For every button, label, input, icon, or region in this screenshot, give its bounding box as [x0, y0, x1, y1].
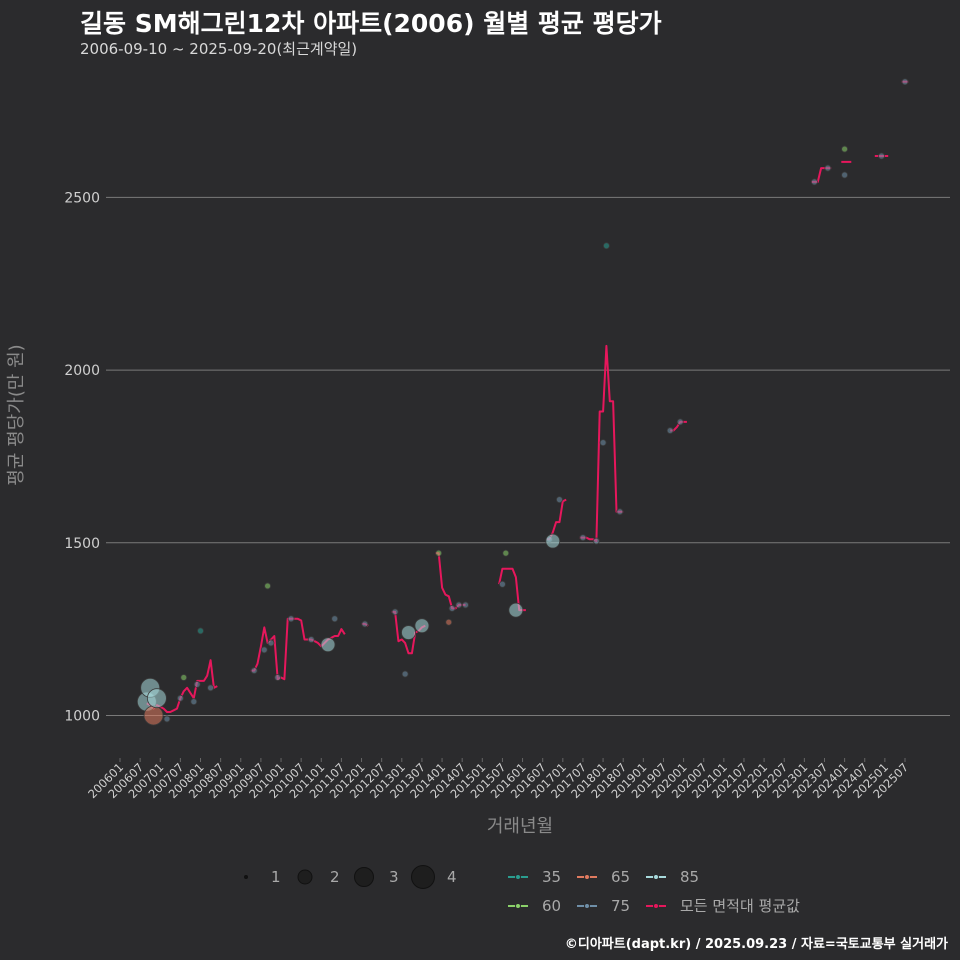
size-legend-key-1 — [244, 875, 248, 879]
legend-key-dot-60 — [515, 903, 521, 909]
scatter-point-75 — [287, 615, 295, 623]
y-tick-label: 2500 — [64, 190, 100, 206]
scatter-point-75 — [176, 694, 184, 702]
legend-key-dot-85 — [653, 874, 659, 880]
average-line — [146, 80, 909, 713]
y-tick-label: 1500 — [64, 536, 100, 552]
size-legend: 1 2 3 4 — [244, 865, 457, 889]
scatter-point-85 — [401, 625, 416, 640]
legend-item-avg: 모든 면적대 평균값 — [646, 897, 800, 915]
scatter-point-75 — [267, 639, 275, 647]
source-credit: ©디아파트(dapt.kr) / 2025.09.23 / 자료=국토교통부 실… — [564, 937, 948, 952]
color-legend: 35 65 85 60 75 모든 면적대 평균값 — [508, 868, 800, 915]
size-legend-key-3 — [354, 867, 374, 887]
legend-label-avg: 모든 면적대 평균값 — [680, 897, 800, 915]
gridlines — [106, 196, 950, 716]
scatter-point-85 — [508, 602, 524, 618]
scatter-point-75 — [274, 674, 282, 681]
scatter-point-75 — [163, 715, 171, 723]
scatter-point-35 — [603, 242, 610, 250]
legend-key-dot-avg — [653, 903, 659, 909]
scatter-point-35 — [197, 627, 204, 635]
size-legend-key-2 — [297, 869, 313, 885]
scatter-point-75 — [824, 164, 832, 172]
legend-item-85: 85 — [646, 868, 699, 886]
scatter-point-75 — [250, 667, 258, 674]
average-line-segment — [579, 344, 624, 543]
chart-subtitle: 2006-09-10 ~ 2025-09-20(최근계약일) — [80, 40, 358, 58]
scatter-point-85 — [545, 533, 561, 549]
scatter-point-75 — [499, 580, 506, 588]
scatter-point-75 — [841, 171, 849, 179]
scatter-point-60 — [502, 549, 510, 557]
y-tick-label: 1000 — [64, 708, 100, 724]
scatter-point-85 — [147, 688, 167, 709]
scatter-point-85 — [320, 637, 336, 653]
scatter-point-75 — [599, 439, 607, 447]
scatter-point-75 — [616, 508, 624, 516]
legend-key-dot-65 — [584, 874, 590, 880]
scatter-point-75 — [878, 152, 885, 160]
legend-key-dot-35 — [515, 874, 521, 880]
legend-item-75: 75 — [577, 897, 630, 915]
scatter-point-60 — [435, 549, 443, 557]
size-legend-label-3: 3 — [389, 868, 399, 886]
chart-title: 길동 SM해그린12차 아파트(2006) 월별 평균 평당가 — [80, 9, 662, 38]
scatter-point-75 — [811, 178, 818, 186]
scatter-point-65 — [143, 705, 164, 726]
scatter-points — [136, 78, 909, 726]
scatter-point-60 — [180, 674, 188, 681]
legend-item-60: 60 — [508, 897, 561, 915]
scatter-point-75 — [592, 537, 600, 545]
scatter-point-75 — [207, 684, 214, 692]
legend-key-dot-75 — [584, 903, 590, 909]
legend-label-60: 60 — [542, 897, 561, 915]
size-legend-label-2: 2 — [330, 868, 340, 886]
legend-item-35: 35 — [508, 868, 561, 886]
size-legend-label-4: 4 — [447, 868, 457, 886]
legend-label-85: 85 — [680, 868, 699, 886]
y-axis-ticks: 1000 1500 2000 2500 — [64, 190, 100, 724]
x-axis-ticks: 2006012006072007012007072008012008072009… — [85, 758, 911, 801]
size-legend-key-4 — [411, 865, 435, 889]
scatter-point-75 — [676, 418, 684, 426]
scatter-point-75 — [666, 427, 674, 434]
size-legend-label-1: 1 — [271, 868, 281, 886]
scatter-point-75 — [260, 646, 268, 654]
scatter-point-75 — [455, 601, 463, 609]
scatter-point-75 — [901, 78, 909, 86]
scatter-point-75 — [462, 601, 469, 609]
scatter-point-75 — [361, 620, 369, 628]
legend-label-75: 75 — [611, 897, 630, 915]
scatter-point-75 — [448, 605, 456, 612]
scatter-point-60 — [264, 582, 272, 590]
legend-item-65: 65 — [577, 868, 630, 886]
scatter-point-65 — [445, 618, 453, 626]
scatter-point-75 — [307, 636, 315, 643]
y-tick-label: 2000 — [64, 363, 100, 379]
y-axis-title: 평균 평당가(만 원) — [6, 344, 27, 485]
average-line-segment — [435, 552, 466, 610]
scatter-point-75 — [193, 680, 201, 688]
legend-label-65: 65 — [611, 868, 630, 886]
scatter-point-75 — [579, 534, 587, 542]
average-line-segment — [546, 498, 567, 541]
scatter-point-60 — [841, 145, 849, 153]
x-axis-title: 거래년월 — [487, 816, 553, 837]
scatter-point-85 — [414, 618, 430, 634]
scatter-point-75 — [391, 608, 399, 616]
legend-label-35: 35 — [542, 868, 561, 886]
scatter-point-75 — [556, 496, 563, 504]
scatter-point-75 — [401, 670, 409, 678]
scatter-point-75 — [190, 698, 198, 706]
scatter-point-75 — [331, 615, 339, 623]
